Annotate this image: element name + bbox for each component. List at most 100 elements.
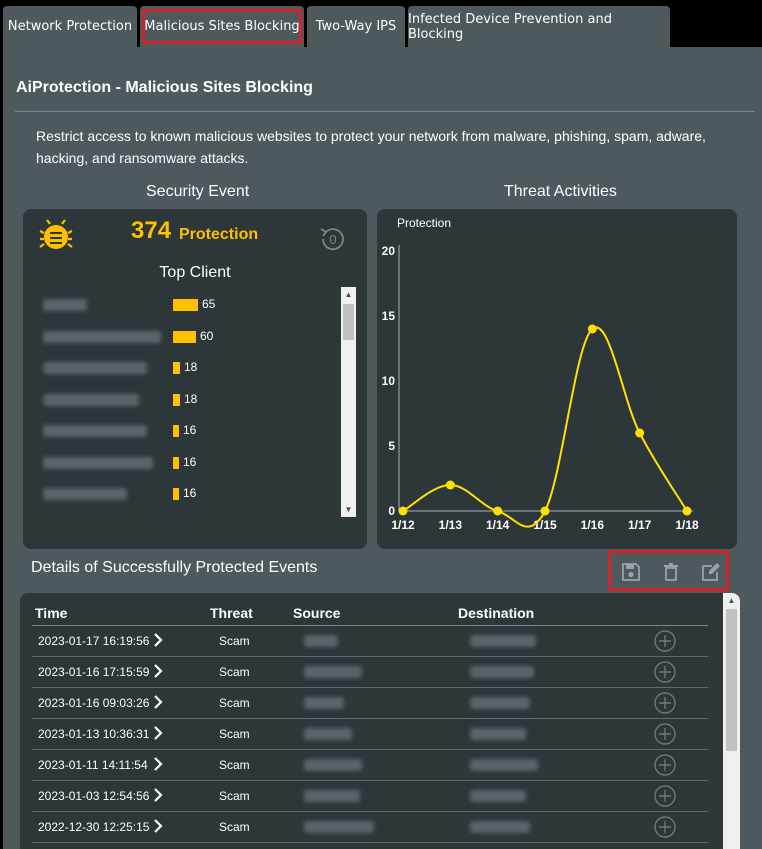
client-count: 16 [183,454,197,469]
table-row[interactable]: 2023-01-16 17:15:59 Scam [32,657,708,688]
event-time: 2023-01-16 17:15:59 [38,665,150,679]
client-bar [173,393,180,406]
reset-counter-icon[interactable]: 0 [317,223,349,255]
event-threat: Scam [219,789,250,803]
event-destination-redacted [470,666,534,678]
details-heading: Details of Successfully Protected Events [31,559,318,576]
scroll-thumb[interactable] [726,609,737,751]
column-header-source: Source [293,605,341,621]
divider [15,111,755,112]
add-circle-icon[interactable] [654,661,676,683]
event-time: 2023-01-13 10:36:31 [38,727,150,741]
tab-network-protection[interactable]: Network Protection [3,6,137,47]
add-circle-icon[interactable] [654,630,676,652]
add-circle-icon[interactable] [654,785,676,807]
client-name-redacted [43,488,127,500]
add-circle-icon[interactable] [654,816,676,838]
save-icon[interactable] [621,562,641,582]
details-action-group [608,550,729,591]
trash-icon[interactable] [661,562,681,582]
table-scrollbar[interactable]: ▲ [723,593,740,849]
row-divider [32,780,708,781]
chevron-right-icon[interactable] [152,632,164,648]
event-threat: Scam [219,820,250,834]
top-client-row: 65 [43,295,343,315]
client-count: 60 [200,328,214,343]
row-divider [32,718,708,719]
tab-infected-device-prevention[interactable]: Infected Device Prevention and Blocking [408,6,670,47]
client-bar [173,299,198,311]
intro-text: Restrict access to known malicious websi… [36,128,706,166]
table-row[interactable]: 2022-12-30 12:25:15 Scam [32,812,708,843]
column-header-time: Time [35,605,68,621]
table-row[interactable]: 2023-01-17 16:19:56 Scam [32,626,708,657]
table-row[interactable]: 2023-01-13 10:36:31 Scam [32,719,708,750]
security-event-heading: Security Event [146,183,250,200]
bug-icon [39,219,73,249]
event-destination-redacted [470,697,530,709]
threat-line-chart: Protection 0 5 10 15 20 1/12 1/13 1/14 1/15 1/16 1/… [382,216,699,532]
chevron-right-icon[interactable] [152,818,164,834]
page-title: AiProtection - Malicious Sites Blocking [16,79,313,96]
scroll-up-icon[interactable]: ▲ [727,596,736,605]
client-count: 16 [183,486,197,500]
column-header-destination: Destination [458,605,535,621]
edit-icon[interactable] [701,562,721,582]
chevron-right-icon[interactable] [152,694,164,710]
client-name-redacted [43,330,161,343]
top-client-heading: Top Client [159,264,231,281]
event-destination-redacted [470,821,530,833]
row-divider [32,749,708,750]
scroll-down-icon[interactable]: ▼ [344,505,353,514]
tab-malicious-sites-blocking[interactable]: Malicious Sites Blocking [140,6,304,47]
client-count: 16 [183,423,197,437]
client-name-redacted [43,362,147,374]
scroll-thumb[interactable] [343,304,354,340]
protection-count: 374 [131,217,172,244]
event-source-redacted [304,697,344,709]
x-tick-label: 1/14 [486,518,510,532]
top-client-row: 18 [43,390,343,410]
y-tick-label: 10 [382,374,396,388]
y-tick-label: 15 [382,309,396,323]
data-point [635,428,645,438]
top-client-scrollbar[interactable]: ▲ ▼ [341,287,356,517]
chevron-right-icon[interactable] [152,756,164,772]
y-tick-label: 0 [388,504,395,518]
client-name-redacted [43,299,87,311]
add-circle-icon[interactable] [654,754,676,776]
x-tick-label: 1/12 [391,518,415,532]
add-circle-icon[interactable] [654,723,676,745]
top-client-row: 16 [43,421,343,441]
chevron-right-icon[interactable] [152,663,164,679]
chevron-right-icon[interactable] [152,787,164,803]
scroll-up-icon[interactable]: ▲ [344,290,353,299]
tab-label: Infected Device Prevention and Blocking [408,11,612,42]
chevron-right-icon[interactable] [152,725,164,741]
x-tick-label: 1/18 [675,518,699,532]
client-count: 18 [184,360,198,374]
top-client-row: 18 [43,358,343,378]
tab-label: Network Protection [7,19,133,34]
event-destination-redacted [470,728,526,740]
chart-series-label: Protection [397,216,451,230]
event-source-redacted [304,728,352,740]
header-divider [32,625,708,626]
event-destination-redacted [470,759,538,771]
table-row[interactable]: 2023-01-11 14:11:54 Scam [32,750,708,781]
event-threat: Scam [219,727,250,741]
add-circle-icon[interactable] [654,692,676,714]
event-destination-redacted [470,635,536,647]
table-row[interactable]: 2023-01-16 09:03:26 Scam [32,688,708,719]
client-count: 18 [184,391,198,406]
event-source-redacted [304,635,338,647]
row-divider [32,842,708,843]
column-header-threat: Threat [210,605,253,621]
table-row[interactable]: 2023-01-03 12:54:56 Scam [32,781,708,812]
event-source-redacted [304,759,362,771]
client-bar [173,488,179,500]
tab-two-way-ips[interactable]: Two-Way IPS [307,6,405,47]
tab-label: Malicious Sites Blocking [144,19,300,34]
tab-bar: Network Protection Malicious Sites Block… [0,0,762,47]
client-bar [173,456,179,469]
